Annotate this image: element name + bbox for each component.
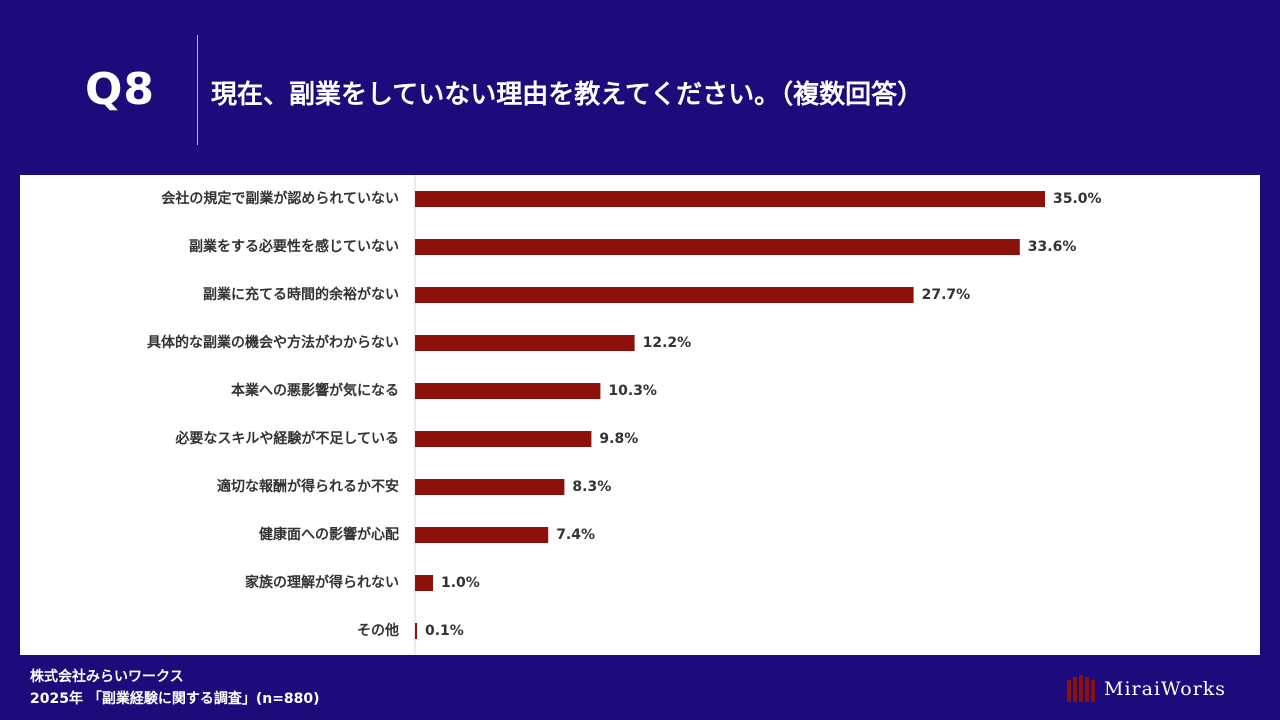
brand-mark-icon bbox=[1067, 675, 1095, 702]
bar bbox=[415, 527, 549, 543]
brand-mark-stripe bbox=[1085, 677, 1089, 702]
bar bbox=[415, 575, 433, 591]
value-label: 0.1% bbox=[425, 623, 464, 639]
question-text: 現在、副業をしていない理由を教えてください。（複数回答） bbox=[211, 80, 924, 110]
brand-name: MiraiWorks bbox=[1104, 678, 1227, 700]
bar bbox=[415, 287, 914, 303]
category-label: 具体的な副業の機会や方法がわからない bbox=[146, 334, 399, 351]
chart-panel: 会社の規定で副業が認められていない 35.0% 副業をする必要性を感じていない 33.… bbox=[20, 175, 1260, 655]
bar bbox=[415, 191, 1045, 207]
bar bbox=[415, 335, 635, 351]
footer: 株式会社みらいワークス 2025年 「副業経験に関する調査」(n=880) bbox=[30, 666, 320, 710]
brand-logo: MiraiWorks bbox=[1066, 672, 1226, 706]
brand-mark-stripe bbox=[1073, 677, 1077, 702]
category-label: 会社の規定で副業が認められていない bbox=[161, 190, 399, 207]
category-label: 本業への悪影響が気になる bbox=[231, 382, 399, 399]
category-label: 副業に充てる時間的余裕がない bbox=[203, 286, 399, 303]
category-label: 健康面への影響が心配 bbox=[259, 526, 399, 543]
value-label: 9.8% bbox=[599, 431, 638, 447]
brand-mark-stripe bbox=[1091, 680, 1095, 702]
bar bbox=[415, 239, 1020, 255]
bar bbox=[415, 383, 601, 399]
category-label: 副業をする必要性を感じていない bbox=[189, 238, 399, 255]
brand-mark-stripe bbox=[1079, 675, 1083, 702]
category-label: その他 bbox=[357, 622, 399, 639]
value-label: 10.3% bbox=[608, 383, 657, 399]
category-label: 適切な報酬が得られるか不安 bbox=[217, 478, 399, 495]
value-label: 27.7% bbox=[922, 287, 971, 303]
footer-company: 株式会社みらいワークス bbox=[30, 669, 184, 685]
value-label: 7.4% bbox=[556, 527, 595, 543]
category-label: 家族の理解が得られない bbox=[245, 574, 399, 591]
question-number: Q8 bbox=[84, 64, 156, 115]
value-label: 1.0% bbox=[441, 575, 480, 591]
footer-survey: 2025年 「副業経験に関する調査」(n=880) bbox=[30, 691, 320, 707]
bar bbox=[415, 623, 417, 639]
value-label: 12.2% bbox=[643, 335, 692, 351]
value-label: 35.0% bbox=[1053, 191, 1102, 207]
bar-chart: 会社の規定で副業が認められていない 35.0% 副業をする必要性を感じていない 33.… bbox=[146, 175, 1102, 655]
category-label: 必要なスキルや経験が不足している bbox=[174, 430, 399, 447]
value-label: 8.3% bbox=[572, 479, 611, 495]
bar bbox=[415, 431, 592, 447]
bar bbox=[415, 479, 565, 495]
header-divider bbox=[197, 35, 198, 145]
value-label: 33.6% bbox=[1028, 239, 1077, 255]
brand-mark-stripe bbox=[1067, 680, 1071, 702]
